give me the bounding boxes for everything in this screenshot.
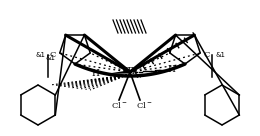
Text: C: C	[50, 51, 56, 59]
Text: H: H	[91, 69, 99, 78]
Text: Ti: Ti	[126, 67, 136, 76]
Text: &1: &1	[35, 52, 45, 58]
Text: Cl$^-$: Cl$^-$	[111, 100, 127, 110]
Text: C: C	[204, 51, 210, 59]
Text: H: H	[167, 66, 175, 75]
Polygon shape	[105, 70, 128, 74]
Text: 4+: 4+	[134, 73, 144, 78]
Text: &1: &1	[216, 52, 226, 58]
Text: &1: &1	[46, 55, 56, 61]
Text: Cl$^-$: Cl$^-$	[136, 100, 152, 110]
